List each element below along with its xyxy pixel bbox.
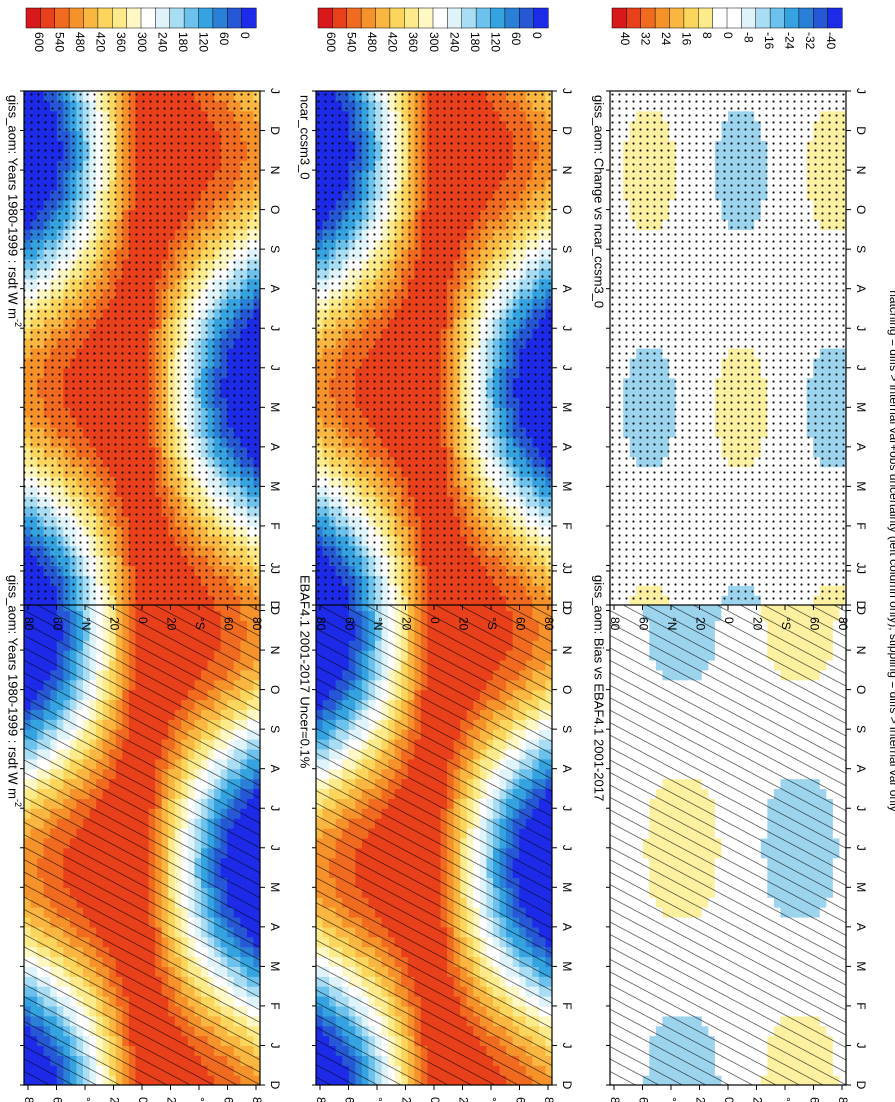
x-tick-label: N: [560, 646, 574, 655]
panel-left-middle: D J F M A M J J A S O N D J 80 60 °N 20 0 20 °S 60 80 EBAF4.1 2…: [298, 546, 574, 1102]
y-tick-label: °N: [371, 1097, 385, 1102]
x-tick-label: M: [560, 882, 574, 892]
x-tick-label: A: [268, 923, 282, 931]
x-tick-label: D: [560, 606, 574, 615]
y-tick-label: 80: [542, 1097, 556, 1102]
y-tick-label: 80: [250, 1097, 264, 1102]
y-tick-label: 60: [342, 1097, 356, 1102]
x-tick-label: D: [560, 1081, 574, 1090]
y-tick-label: °S: [485, 1097, 499, 1102]
x-tick-label: A: [560, 923, 574, 931]
y-tick-label: 60: [513, 1097, 527, 1102]
x-tick-label: F: [268, 1002, 282, 1009]
x-tick-label: N: [268, 646, 282, 655]
heatmap-field: [24, 571, 260, 1085]
x-tick-label: A: [268, 765, 282, 773]
x-tick-label: S: [560, 725, 574, 733]
y-tick-label: 60: [221, 1097, 235, 1102]
y-tick-label: 0: [136, 1097, 150, 1102]
heatmap-field: [316, 571, 552, 1085]
heatmap-field: [610, 571, 846, 1085]
y-tick-label: 80: [22, 1097, 36, 1102]
panel-title: giss_aom: Years 1980-1999 : rsdt W m-2: [6, 575, 23, 807]
x-tick-label: J: [560, 845, 574, 851]
x-tick-label: J: [560, 1042, 574, 1048]
x-tick-label: M: [268, 961, 282, 971]
y-tick-label: 20: [164, 1097, 178, 1102]
y-tick-label: °N: [79, 1097, 93, 1102]
x-tick-label: J: [268, 845, 282, 851]
x-tick-label: O: [560, 685, 574, 694]
x-tick-label: M: [268, 882, 282, 892]
x-tick-label: O: [268, 685, 282, 694]
x-tick-label: J: [268, 1042, 282, 1048]
y-tick-label: 60: [50, 1097, 64, 1102]
y-tick-label: 80: [314, 1097, 328, 1102]
x-tick-label: J: [268, 805, 282, 811]
y-tick-label: 0: [428, 1097, 442, 1102]
y-tick-label: 20: [456, 1097, 470, 1102]
x-tick-label: D: [268, 1081, 282, 1090]
hatching-overlay: [316, 571, 552, 1085]
y-tick-label: 20: [107, 1097, 121, 1102]
x-tick-label: S: [268, 725, 282, 733]
hatching-overlay: [24, 571, 260, 1085]
x-tick-label: J: [560, 568, 574, 574]
title-superscript: -2: [13, 799, 23, 807]
x-tick-label: J: [268, 568, 282, 574]
x-tick-label: M: [560, 961, 574, 971]
panel-title: EBAF4.1 2001-2017 Uncer=0.1%: [298, 575, 313, 769]
x-tick-label: A: [560, 765, 574, 773]
x-tick-label: D: [268, 606, 282, 615]
x-tick-label: F: [560, 1002, 574, 1009]
x-tick-label: J: [560, 805, 574, 811]
panel-left-top: D J F M A M J J A S O N D J 80 60 °N 20 0 20 °S 60 80 giss_aom:…: [6, 546, 282, 1102]
panels: D J F M A M J J A S O N D J 80 60 °N 20 0 20 °S 60 80 giss_aom:…: [6, 7, 868, 1102]
y-tick-label: 20: [399, 1097, 413, 1102]
panel-left-bottom: DJFMAMJJASONDJ8060°N20020°S6080giss_aom:…: [592, 546, 868, 1102]
y-tick-label: °S: [193, 1097, 207, 1102]
